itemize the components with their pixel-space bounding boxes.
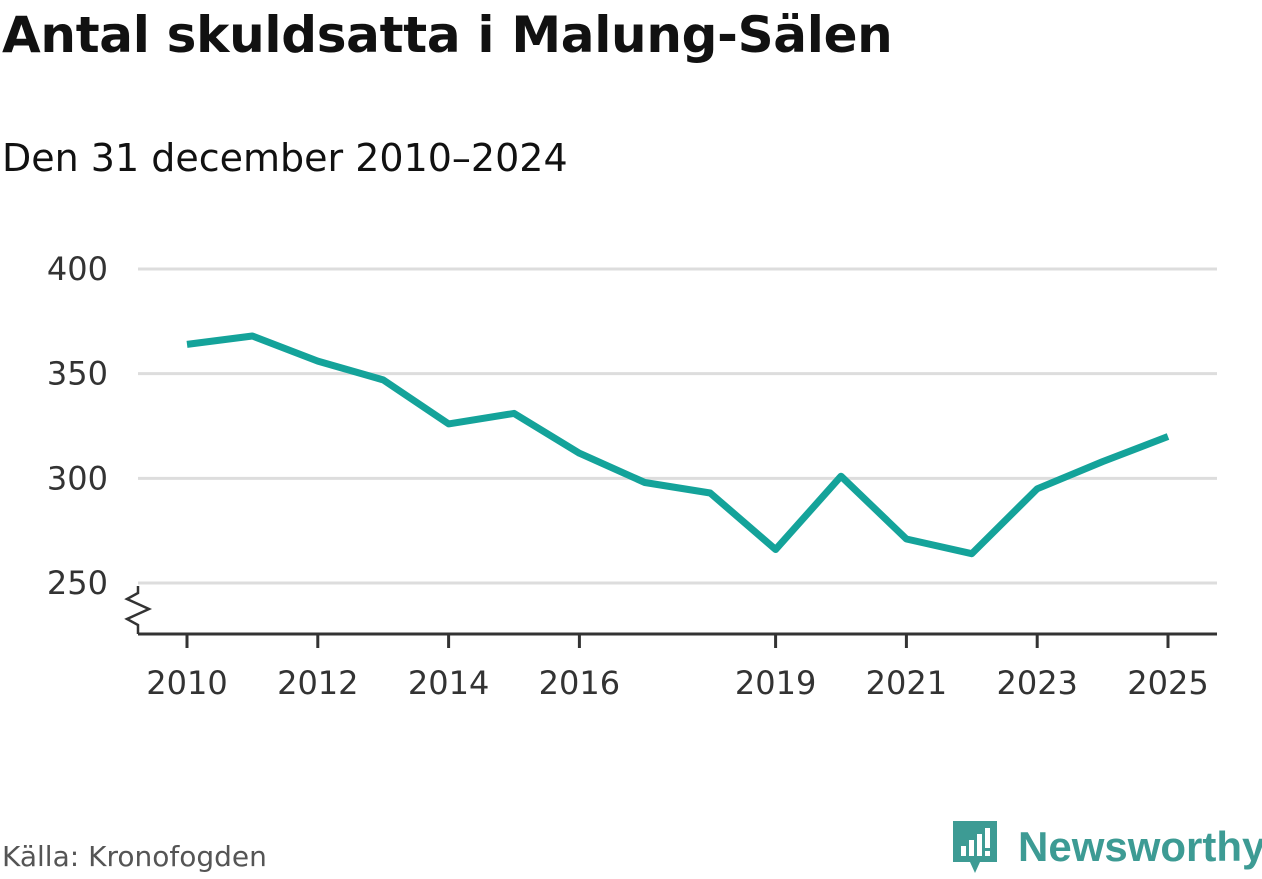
chart-subtitle: Den 31 december 2010–2024 <box>2 136 568 180</box>
y-tick-label-300: 300 <box>47 459 108 497</box>
chart-title: Antal skuldsatta i Malung-Sälen <box>2 6 893 64</box>
x-tick-label-2025: 2025 <box>1127 664 1208 702</box>
y-tick-label-350: 350 <box>47 355 108 393</box>
source-note: Källa: Kronofogden <box>2 840 267 873</box>
axes <box>124 586 1217 648</box>
x-tick-label-2014: 2014 <box>408 664 489 702</box>
x-tick-label-2021: 2021 <box>866 664 947 702</box>
brand-logo: Newsworthy <box>950 818 1262 876</box>
axis-break-marker <box>124 586 153 634</box>
x-tick-label-2019: 2019 <box>735 664 816 702</box>
brand-name: Newsworthy <box>1018 823 1262 870</box>
series-line-0 <box>186 332 1170 558</box>
newsworthy-logo-icon <box>953 821 997 873</box>
series <box>186 332 1170 558</box>
x-tick-label-2023: 2023 <box>996 664 1077 702</box>
x-tick-label-2010: 2010 <box>146 664 227 702</box>
tick-labels: 250 300 350 400 2010 2012 2014 2016 2019 2021 2023… <box>47 250 1209 702</box>
x-tick-label-2016: 2016 <box>539 664 620 702</box>
grid-lines <box>138 267 1217 585</box>
x-tick-label-2012: 2012 <box>277 664 358 702</box>
y-tick-label-250: 250 <box>47 564 108 602</box>
y-tick-label-400: 400 <box>47 250 108 288</box>
